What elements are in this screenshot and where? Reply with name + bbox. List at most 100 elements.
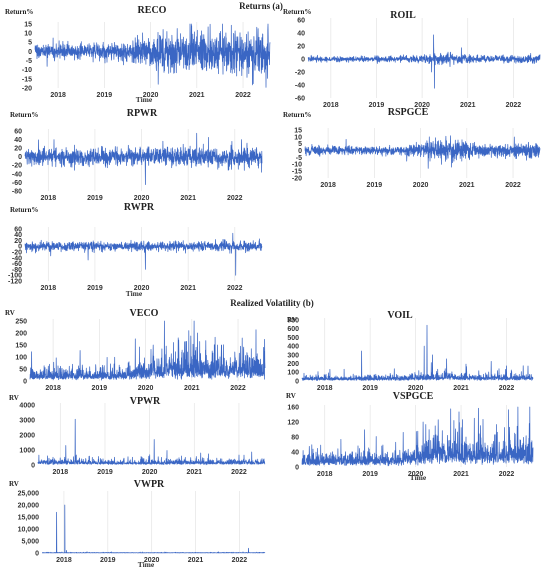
y-tick-rwpr--60: -60	[12, 261, 22, 268]
y-tick-vwpr-10000: 10,000	[18, 526, 40, 533]
y-tick-roil--60: -60	[295, 95, 305, 102]
chart-panel-vspgce: VSPGCE RV Time 2018 2019 2020 2021 2022 160 120 80…	[286, 391, 534, 482]
y-tick-roil-60: 60	[297, 17, 305, 24]
series-line-voil	[301, 324, 534, 381]
y-tick-rspgce--5: -5	[296, 155, 302, 162]
volatility-heading: Realized Volatility (b)	[230, 298, 314, 308]
y-tick-vwpr-5000: 5,000	[21, 538, 39, 545]
y-tick-rwpr-40: 40	[14, 232, 22, 239]
x-tick-roil-2019: 2019	[369, 102, 385, 109]
y-tick-rspgce--10: -10	[292, 162, 302, 169]
x-tick-vwpr-2018: 2018	[56, 557, 72, 564]
y-tick-rpwr--80: -80	[12, 188, 22, 195]
x-tick-vpwr-2020: 2020	[142, 469, 158, 476]
x-tick-vspgce-2021: 2021	[453, 471, 469, 478]
chart-panel-reco: RECO Return% Time 2018 2019 2020 2021 2022 15 10 5…	[5, 5, 271, 104]
y-tick-rwpr-60: 60	[14, 226, 22, 233]
y-axis-label-rwpr: Return%	[10, 206, 38, 214]
chart-title-veco: VECO	[130, 308, 159, 319]
x-tick-veco-2021: 2021	[184, 385, 200, 392]
y-axis-label-vpwr: RV	[9, 394, 19, 402]
x-tick-voil-2022: 2022	[499, 385, 515, 392]
x-tick-rwpr-2022: 2022	[227, 285, 243, 292]
y-tick-rpwr-40: 40	[14, 137, 22, 144]
y-tick-roil--20: -20	[295, 69, 305, 76]
x-tick-roil-2021: 2021	[460, 102, 476, 109]
x-tick-vpwr-2022: 2022	[231, 469, 247, 476]
x-tick-rwpr-2020: 2020	[134, 285, 150, 292]
y-tick-reco-10: 10	[24, 31, 32, 38]
y-tick-rpwr--60: -60	[12, 180, 22, 187]
x-axis-label-vspgce: Time	[410, 473, 427, 482]
y-tick-rpwr-0: 0	[18, 154, 22, 161]
y-tick-vwpr-0: 0	[35, 550, 39, 557]
chart-title-vspgce: VSPGCE	[393, 391, 434, 402]
x-tick-vspgce-2019: 2019	[362, 471, 378, 478]
y-tick-rspgce-5: 5	[298, 141, 302, 148]
y-tick-veco-150: 150	[15, 342, 27, 349]
y-axis-label-rpwr: Return%	[10, 111, 38, 119]
y-tick-vwpr-25000: 25,000	[18, 490, 40, 497]
x-tick-rspgce-2018: 2018	[320, 182, 336, 189]
y-tick-roil-40: 40	[297, 30, 305, 37]
x-tick-veco-2022: 2022	[230, 385, 246, 392]
y-tick-vspgce-80: 80	[291, 434, 299, 441]
y-axis-label-vwpr: RV	[9, 480, 19, 488]
chart-panel-rpwr: RPWR Return% 2018 2019 2020 2021 2022 60 40 200 -2…	[10, 108, 263, 202]
x-tick-vwpr-2022: 2022	[232, 557, 248, 564]
y-tick-vpwr-3000: 3000	[19, 417, 35, 424]
series-line-rspgce	[304, 135, 541, 169]
y-tick-voil-700: 700	[287, 317, 299, 324]
x-tick-reco-2020: 2020	[143, 92, 159, 99]
y-tick-veco-200: 200	[15, 330, 27, 337]
x-tick-vwpr-2021: 2021	[188, 557, 204, 564]
x-tick-rpwr-2018: 2018	[41, 195, 57, 202]
y-tick-veco-250: 250	[15, 318, 27, 325]
y-tick-vwpr-20000: 20,000	[18, 502, 40, 509]
x-tick-vpwr-2021: 2021	[187, 469, 203, 476]
x-tick-vpwr-2019: 2019	[97, 469, 113, 476]
y-tick-rwpr--100: -100	[8, 273, 22, 280]
y-axis-label-rspgce: Return%	[283, 111, 311, 119]
y-tick-vpwr-1000: 1000	[19, 447, 35, 454]
y-tick-vwpr-15000: 15,000	[18, 514, 40, 521]
chart-title-vwpr: VWPR	[134, 479, 165, 490]
y-tick-rwpr--120: -120	[8, 278, 22, 285]
x-tick-rspgce-2021: 2021	[459, 182, 475, 189]
y-tick-rspgce-15: 15	[294, 127, 302, 134]
x-tick-vwpr-2019: 2019	[100, 557, 116, 564]
y-tick-roil--40: -40	[295, 82, 305, 89]
x-tick-veco-2018: 2018	[45, 385, 61, 392]
y-tick-rwpr-20: 20	[14, 238, 22, 245]
y-tick-rspgce-10: 10	[294, 134, 302, 141]
y-axis-label-voil: RV	[287, 316, 297, 324]
y-tick-vpwr-4000: 4000	[19, 402, 35, 409]
chart-title-roil: ROIL	[390, 10, 416, 21]
x-tick-rpwr-2020: 2020	[134, 195, 150, 202]
x-tick-voil-2021: 2021	[453, 385, 469, 392]
x-tick-rspgce-2022: 2022	[505, 182, 521, 189]
y-tick-vspgce-160: 160	[287, 404, 299, 411]
y-tick-rwpr--80: -80	[12, 267, 22, 274]
series-line-vspgce	[301, 406, 534, 467]
x-tick-roil-2018: 2018	[323, 102, 339, 109]
y-tick-reco--10: -10	[22, 67, 32, 74]
series-line-rwpr	[24, 232, 263, 276]
chart-panel-veco: VECO RV 2018 2019 2020 2021 2022 250 200 150 100 50…	[5, 308, 266, 392]
y-axis-label-roil: Return%	[283, 8, 311, 16]
y-tick-voil-400: 400	[287, 344, 299, 351]
x-tick-rpwr-2019: 2019	[87, 195, 103, 202]
y-tick-vpwr-2000: 2000	[19, 432, 35, 439]
y-tick-reco--15: -15	[22, 76, 32, 83]
y-tick-veco-0: 0	[23, 378, 27, 385]
chart-title-vpwr: VPWR	[130, 396, 161, 407]
x-tick-roil-2020: 2020	[414, 102, 430, 109]
x-tick-rwpr-2018: 2018	[41, 285, 57, 292]
x-axis-label-rwpr: Time	[126, 289, 143, 298]
x-tick-voil-2018: 2018	[317, 385, 333, 392]
y-tick-vspgce-40: 40	[291, 449, 299, 456]
y-tick-voil-600: 600	[287, 326, 299, 333]
chart-title-rspgce: RSPGCE	[388, 107, 429, 118]
x-axis-label-reco: Time	[136, 95, 153, 104]
